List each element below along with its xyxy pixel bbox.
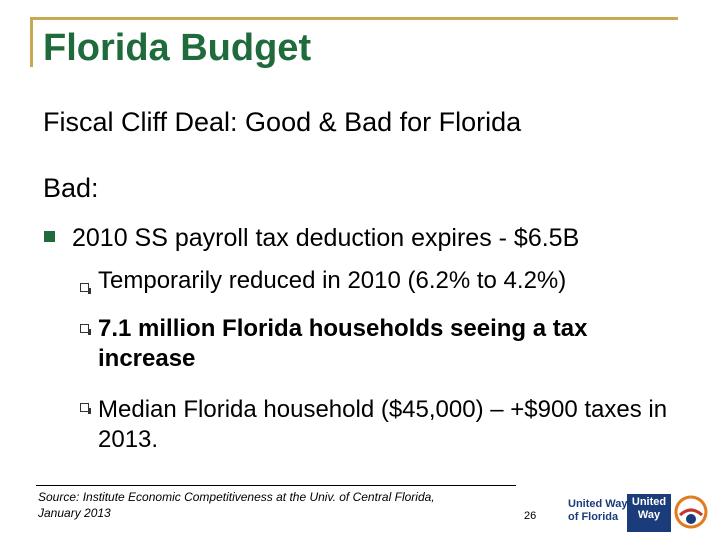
section-label: Bad:: [43, 173, 99, 203]
source-divider: [36, 485, 516, 486]
slide-title: Florida Budget: [43, 27, 312, 69]
sub-bullet-text: 7.1 million Florida households seeing a …: [98, 315, 588, 372]
page-number: 26: [524, 510, 537, 522]
united-way-florida-logo-text: United Way of Florida: [568, 498, 628, 524]
frame-top-rule: [30, 17, 678, 20]
checkbox-bullet-icon: [80, 403, 91, 414]
sub-bullet-text: Temporarily reduced in 2010 (6.2% to 4.2…: [98, 267, 567, 294]
logo-line-1: United Way: [568, 498, 628, 510]
frame-left-rule: [30, 17, 33, 67]
square-bullet-icon: [44, 231, 55, 242]
logo-box-line-1: United: [631, 496, 667, 508]
bullet-text: 2010 SS payroll tax deduction expires - …: [72, 224, 580, 252]
source-line-2: January 2013: [38, 506, 111, 521]
slide-subtitle: Fiscal Cliff Deal: Good & Bad for Florid…: [43, 107, 522, 137]
source-citation: Source: Institute Economic Competitivene…: [38, 489, 435, 521]
logo-line-2: of Florida: [568, 511, 619, 524]
united-way-hand-icon: [674, 495, 708, 529]
united-way-box-logo: United Way: [627, 494, 671, 532]
checkbox-bullet-icon: [80, 324, 91, 335]
checkbox-bullet-icon: [80, 283, 91, 294]
logo-box-line-2: Way: [637, 509, 661, 522]
source-line-1: Source: Institute Economic Competitivene…: [38, 490, 435, 504]
sub-bullet-text: Median Florida household ($45,000) – +$9…: [98, 396, 668, 453]
